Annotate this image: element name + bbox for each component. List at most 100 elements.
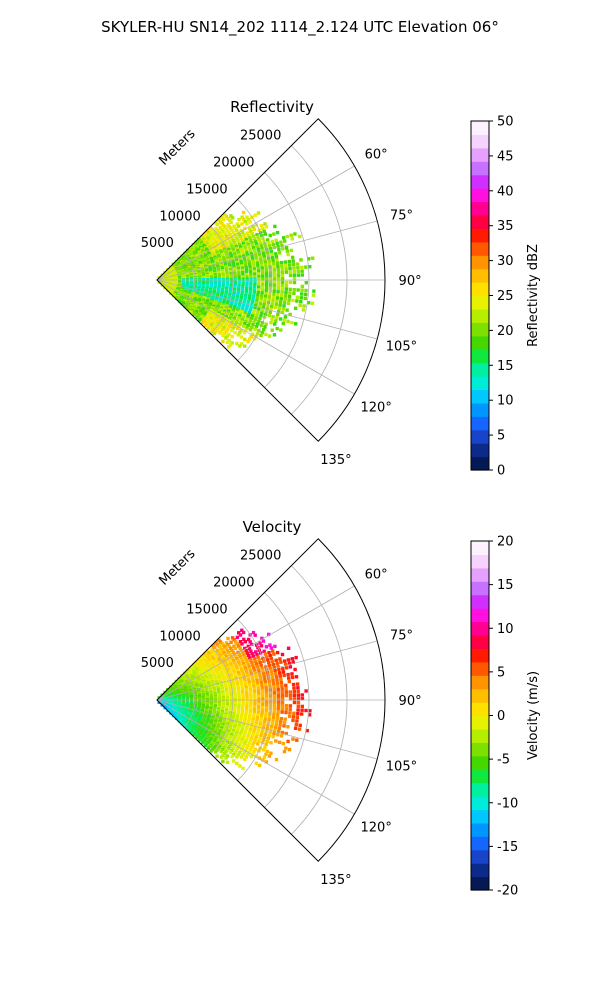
field-cell <box>281 247 285 251</box>
field-cell <box>231 326 235 331</box>
field-cell <box>222 299 226 303</box>
colorbar-tick-label: 0 <box>497 464 505 479</box>
field-cell <box>266 736 270 741</box>
field-cell <box>256 686 260 691</box>
field-cell <box>253 695 257 699</box>
field-cell <box>221 244 225 248</box>
field-cell <box>238 663 242 667</box>
field-cell <box>291 660 295 664</box>
field-cell <box>256 322 260 326</box>
field-cell <box>261 283 265 287</box>
field-cell <box>260 686 264 690</box>
field-cell <box>254 735 258 739</box>
colorbar-segment <box>471 376 489 391</box>
field-cell <box>238 655 243 659</box>
field-cell <box>241 744 246 748</box>
field-cell <box>235 296 239 301</box>
field-cell <box>233 252 237 256</box>
field-cell <box>276 274 281 278</box>
field-cell <box>259 663 263 667</box>
field-cell <box>243 258 247 263</box>
field-cell <box>225 253 229 257</box>
field-cell <box>245 253 250 257</box>
field-cell <box>239 228 244 233</box>
field-cell <box>244 649 248 653</box>
field-cell <box>230 299 234 304</box>
field-cell <box>224 688 229 692</box>
colorbar-tick-label: -20 <box>497 884 518 899</box>
field-cell <box>263 297 267 301</box>
field-cell <box>258 672 262 677</box>
field-cell <box>228 671 233 676</box>
field-cell <box>242 256 247 260</box>
field-cell <box>237 652 241 657</box>
field-cell <box>273 697 277 701</box>
field-cell <box>249 275 253 279</box>
field-cell <box>225 275 229 280</box>
field-cell <box>235 680 239 684</box>
field-cell <box>286 301 291 305</box>
field-cell <box>270 672 274 677</box>
field-cell <box>250 674 254 679</box>
colorbar-segment <box>471 322 489 337</box>
field-cell <box>225 699 229 703</box>
field-cell <box>219 262 224 266</box>
field-cell <box>263 745 267 749</box>
field-cell <box>225 254 230 259</box>
field-cell <box>304 265 308 269</box>
field-cell <box>249 249 253 254</box>
field-cell <box>229 275 233 280</box>
field-cell <box>261 639 266 643</box>
field-cell <box>260 666 264 670</box>
field-cell <box>223 213 227 217</box>
field-cell <box>258 240 262 245</box>
field-cell <box>240 215 244 219</box>
field-cell <box>240 288 245 293</box>
field-cell <box>240 628 244 632</box>
field-cell <box>247 647 252 651</box>
field-cell <box>261 700 265 704</box>
field-cell <box>232 687 237 691</box>
field-cell <box>195 735 199 739</box>
field-cell <box>235 666 239 671</box>
field-cell <box>228 305 232 310</box>
field-cell <box>304 281 308 285</box>
field-cell <box>253 633 257 637</box>
field-cell <box>228 266 232 270</box>
field-cell <box>252 668 257 672</box>
field-cell <box>222 738 226 742</box>
field-cell <box>263 677 267 681</box>
field-cell <box>247 717 251 721</box>
field-cell <box>225 302 229 306</box>
field-cell <box>230 334 234 339</box>
field-cell <box>264 263 268 267</box>
field-cell <box>275 230 280 235</box>
field-cell <box>250 734 255 738</box>
field-cell <box>273 305 278 310</box>
field-cell <box>241 286 245 290</box>
field-cell <box>280 270 285 275</box>
field-cell <box>243 757 247 761</box>
field-cell <box>235 678 239 682</box>
field-cell <box>237 304 241 308</box>
field-cell <box>274 658 278 662</box>
field-cell <box>287 259 291 264</box>
field-cell <box>243 666 248 670</box>
field-cell <box>260 291 264 295</box>
field-cell <box>284 683 288 688</box>
field-cell <box>278 317 283 321</box>
field-cell <box>224 735 228 739</box>
colorbar-segment <box>471 295 489 310</box>
colorbar-tick-label: 45 <box>497 149 514 164</box>
field-cell <box>248 310 252 314</box>
field-cell <box>248 656 252 660</box>
field-cell <box>237 251 241 255</box>
field-cell <box>250 745 254 749</box>
azimuth-tick-label: 60° <box>365 147 388 162</box>
field-cell <box>249 692 253 697</box>
field-cell <box>226 656 230 661</box>
field-cell <box>231 230 236 235</box>
field-cell <box>229 723 233 728</box>
field-cell <box>247 294 252 299</box>
field-cell <box>226 718 231 723</box>
